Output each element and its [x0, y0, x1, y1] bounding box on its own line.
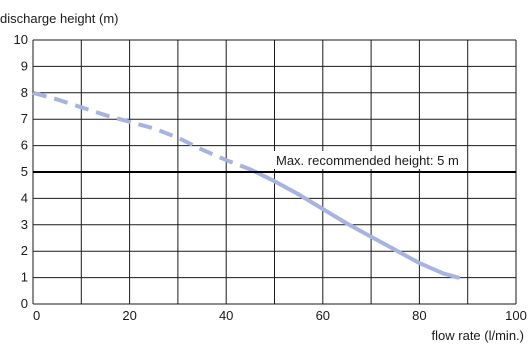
y-tick-label: 0 [21, 296, 28, 311]
x-tick-label: 60 [316, 308, 330, 323]
annotation-background [273, 151, 462, 169]
series-line-dashed [32, 90, 252, 172]
y-tick-label: 6 [21, 138, 28, 153]
x-tick-label: 20 [122, 308, 136, 323]
x-tick-label: 100 [505, 308, 527, 323]
y-axis-title: discharge height (m) [0, 11, 119, 26]
x-axis-title: flow rate (l/min.) [432, 328, 524, 343]
y-tick-label: 8 [21, 85, 28, 100]
x-tick-label: 0 [33, 308, 40, 323]
y-tick-label: 10 [14, 32, 28, 47]
series-line-solid [248, 167, 460, 280]
x-tick-label: 80 [412, 308, 426, 323]
x-tick-label: 40 [219, 308, 233, 323]
series-layer [32, 90, 460, 280]
y-tick-label: 1 [21, 270, 28, 285]
reference-layer: Max. recommended height: 5 m [33, 151, 516, 173]
y-tick-label: 9 [21, 58, 28, 73]
y-tick-label: 7 [21, 111, 28, 126]
reference-annotation: Max. recommended height: 5 m [276, 153, 459, 168]
y-tick-label: 3 [21, 217, 28, 232]
y-tick-label: 5 [21, 164, 28, 179]
y-tick-label: 4 [21, 190, 28, 205]
y-tick-label: 2 [21, 243, 28, 258]
